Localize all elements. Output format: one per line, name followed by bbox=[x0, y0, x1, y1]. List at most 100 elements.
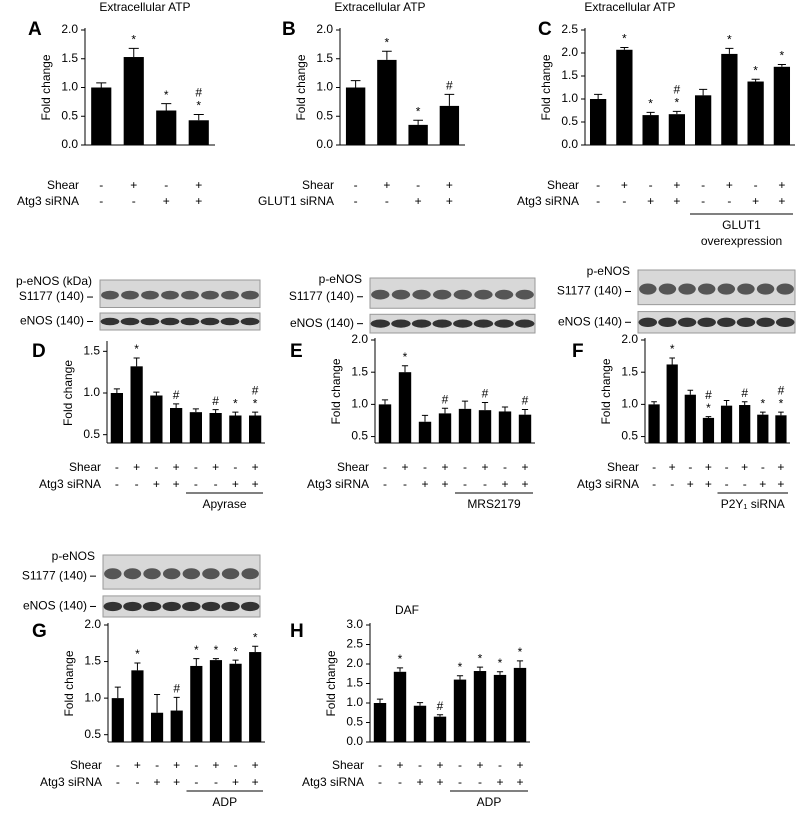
significance-mark: # bbox=[778, 383, 785, 397]
error-bar bbox=[161, 103, 172, 111]
blot-band bbox=[756, 283, 775, 295]
condition-mark: + bbox=[252, 758, 259, 772]
blot-band bbox=[161, 290, 179, 300]
blot-band bbox=[221, 601, 240, 612]
error-bar bbox=[441, 407, 449, 414]
bar bbox=[668, 114, 686, 145]
bar bbox=[170, 408, 183, 443]
significance-mark: * bbox=[403, 350, 408, 364]
error-bar bbox=[687, 389, 694, 395]
error-bar bbox=[382, 50, 392, 60]
error-bar bbox=[501, 406, 509, 412]
error-bar bbox=[113, 388, 120, 393]
blot-band bbox=[473, 319, 494, 328]
blot-band bbox=[717, 317, 736, 328]
blot-band bbox=[162, 601, 181, 612]
condition-mark: - bbox=[194, 758, 198, 772]
condition-mark: + bbox=[476, 758, 483, 772]
significance-mark: * bbox=[134, 342, 139, 356]
blot-band bbox=[162, 568, 181, 580]
bar bbox=[229, 663, 242, 742]
y-tick-label: 2.0 bbox=[346, 656, 363, 670]
condition-mark: + bbox=[516, 775, 523, 789]
condition-mark: - bbox=[164, 178, 168, 192]
condition-mark: - bbox=[761, 460, 765, 474]
blot-band bbox=[240, 601, 260, 612]
condition-name: Atg3 siRNA bbox=[39, 477, 101, 491]
bar bbox=[439, 105, 460, 145]
condition-mark: + bbox=[481, 460, 488, 474]
blot-band bbox=[121, 290, 139, 300]
condition-mark: + bbox=[521, 477, 528, 491]
error-bar bbox=[401, 365, 409, 373]
condition-name: Shear bbox=[547, 178, 579, 192]
significance-mark: # bbox=[173, 388, 180, 402]
y-tick-label: 1.0 bbox=[83, 385, 100, 399]
bar bbox=[123, 57, 144, 145]
condition-mark: + bbox=[383, 178, 390, 192]
condition-mark: + bbox=[436, 775, 443, 789]
blot-band bbox=[658, 317, 677, 328]
y-tick-label: 1.5 bbox=[561, 68, 578, 82]
bar bbox=[111, 698, 124, 742]
bar bbox=[739, 405, 751, 443]
error-bar bbox=[436, 714, 444, 717]
bar bbox=[498, 411, 512, 443]
error-bar bbox=[444, 93, 455, 106]
bar bbox=[458, 408, 472, 443]
error-bar bbox=[396, 667, 404, 672]
significance-mark: * bbox=[498, 656, 503, 670]
blot-label: S1177 (140) bbox=[22, 568, 87, 582]
significance-mark: # bbox=[674, 83, 681, 97]
condition-mark: - bbox=[458, 775, 462, 789]
condition-name: Atg3 siRNA bbox=[302, 775, 364, 789]
condition-mark: - bbox=[135, 775, 139, 789]
condition-mark: + bbox=[195, 194, 202, 208]
condition-mark: + bbox=[232, 477, 239, 491]
error-bar bbox=[699, 88, 708, 96]
condition-mark: - bbox=[398, 775, 402, 789]
condition-mark: + bbox=[741, 460, 748, 474]
condition-mark: - bbox=[233, 460, 237, 474]
blot-band bbox=[736, 317, 756, 328]
panel-letter: G bbox=[32, 621, 47, 642]
y-tick-label: 2.5 bbox=[346, 637, 363, 651]
bar bbox=[249, 415, 262, 443]
blot-band bbox=[202, 568, 220, 580]
chart-title: Extracellular ATP bbox=[334, 0, 425, 14]
y-axis-label: Fold change bbox=[61, 360, 75, 426]
blot-band bbox=[182, 601, 201, 612]
blot-band bbox=[639, 283, 657, 295]
bar bbox=[438, 413, 452, 443]
panel-letter: A bbox=[28, 19, 42, 40]
bar bbox=[418, 421, 432, 443]
error-bar bbox=[212, 658, 219, 661]
condition-mark: + bbox=[516, 758, 523, 772]
condition-mark: + bbox=[501, 477, 508, 491]
condition-mark: - bbox=[423, 460, 427, 474]
group-label: ADP bbox=[477, 795, 502, 809]
blot-band bbox=[678, 283, 696, 295]
condition-mark: - bbox=[649, 178, 653, 192]
blot-band bbox=[141, 290, 159, 300]
y-tick-label: 0.5 bbox=[83, 427, 100, 441]
bar bbox=[684, 394, 696, 443]
blot-band bbox=[221, 290, 239, 300]
blot-label: eNOS (140) bbox=[290, 316, 354, 330]
bar bbox=[666, 364, 678, 443]
condition-mark: + bbox=[173, 758, 180, 772]
condition-name: Atg3 siRNA bbox=[17, 194, 79, 208]
condition-mark: + bbox=[436, 758, 443, 772]
significance-mark: * bbox=[398, 652, 403, 666]
condition-mark: + bbox=[415, 194, 422, 208]
condition-mark: - bbox=[214, 775, 218, 789]
bar bbox=[408, 124, 428, 145]
condition-mark: + bbox=[173, 477, 180, 491]
error-bar bbox=[350, 80, 361, 88]
significance-mark: * bbox=[648, 97, 653, 111]
blot-band bbox=[123, 568, 142, 580]
blot-band bbox=[241, 290, 259, 300]
bar bbox=[642, 115, 659, 145]
y-tick-label: 0.5 bbox=[61, 108, 78, 122]
